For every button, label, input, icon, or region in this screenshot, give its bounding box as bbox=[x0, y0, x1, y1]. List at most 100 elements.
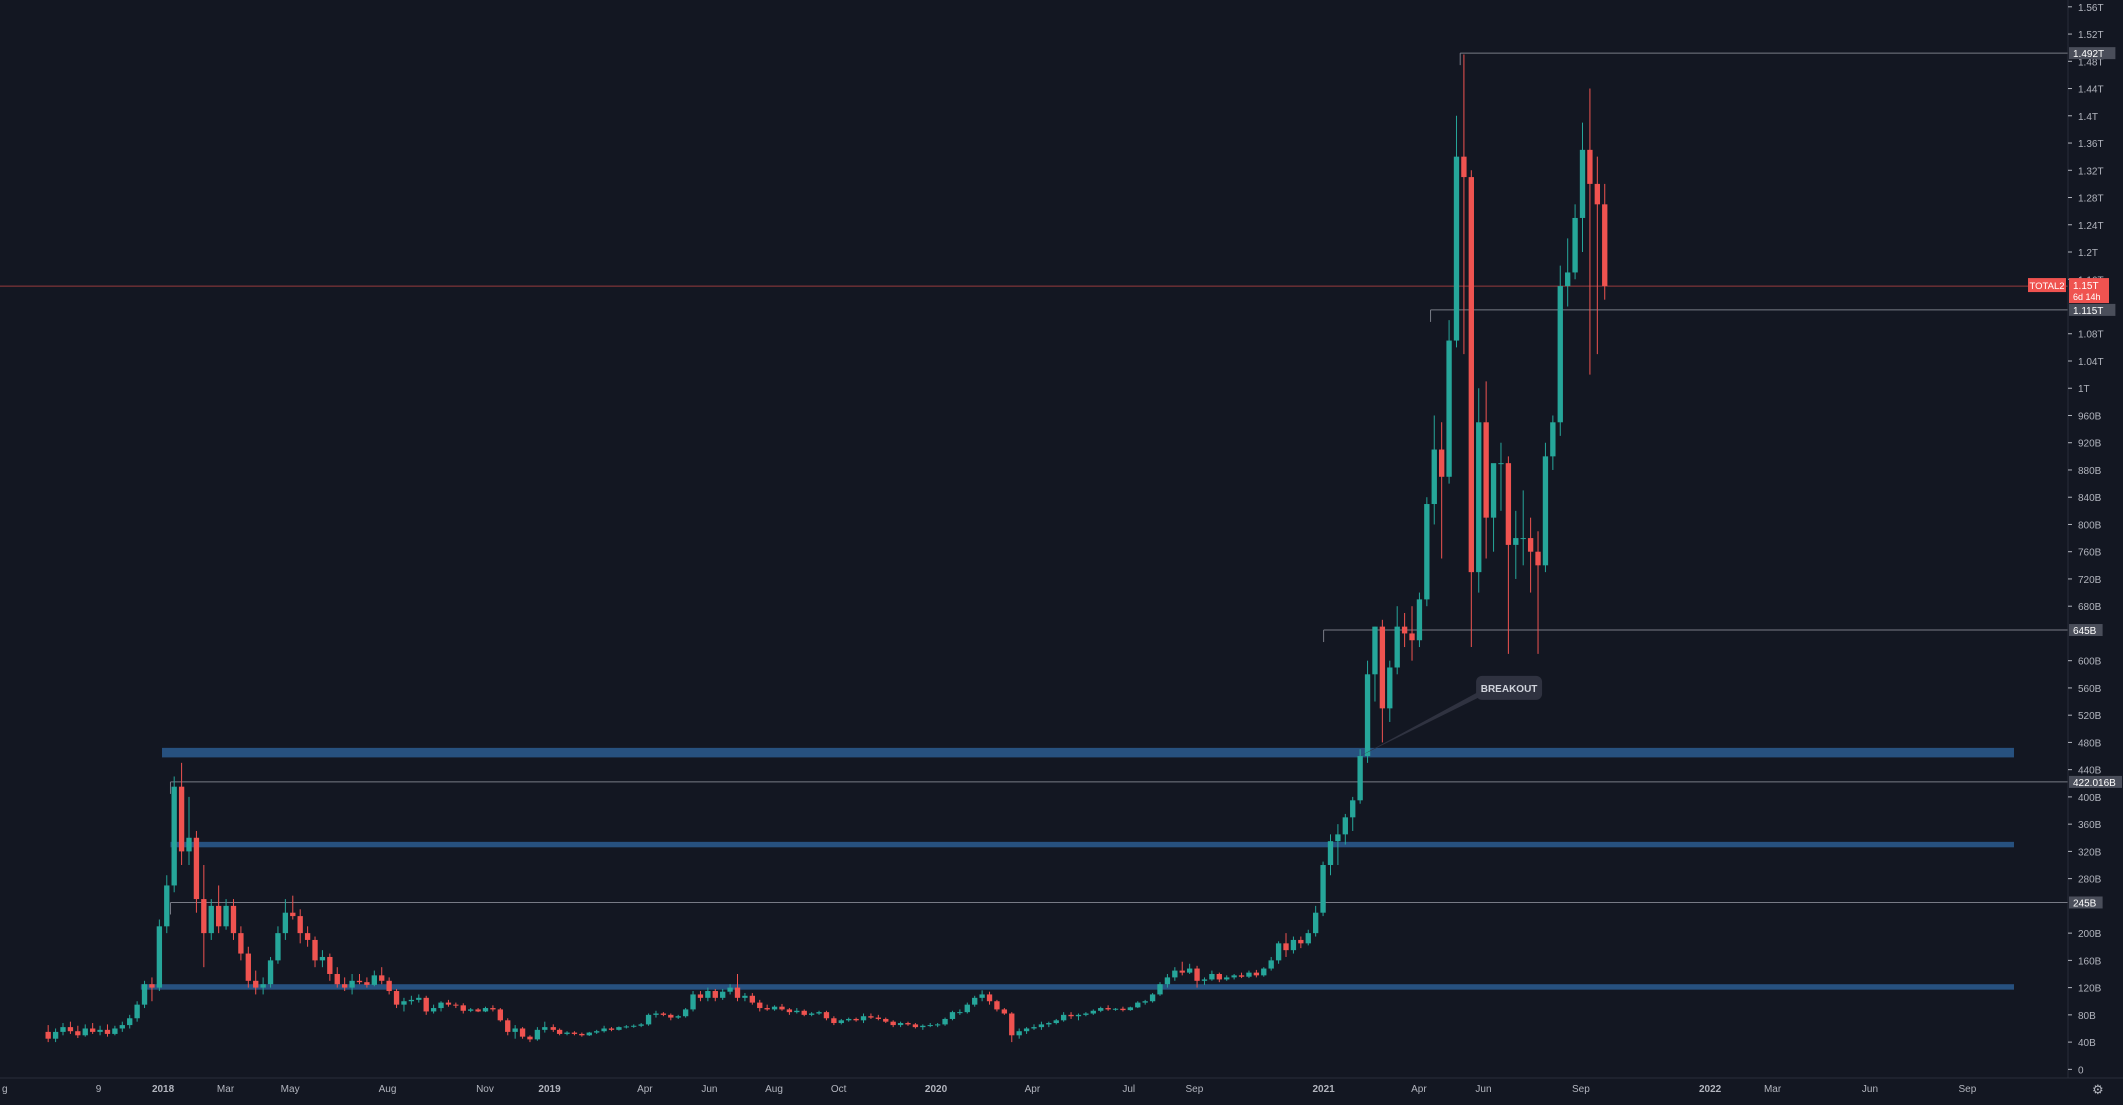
candle[interactable] bbox=[1579, 122, 1586, 253]
candle[interactable] bbox=[201, 865, 207, 968]
candle[interactable] bbox=[1105, 1005, 1111, 1011]
candle[interactable] bbox=[1342, 813, 1348, 845]
candle[interactable] bbox=[720, 988, 726, 1000]
candle[interactable] bbox=[905, 1021, 911, 1026]
candle[interactable] bbox=[1379, 619, 1386, 743]
candle[interactable] bbox=[1224, 975, 1230, 981]
candle[interactable] bbox=[430, 1004, 437, 1014]
candle[interactable] bbox=[186, 796, 192, 866]
candle[interactable] bbox=[1320, 861, 1326, 917]
candle[interactable] bbox=[934, 1023, 941, 1028]
candle[interactable] bbox=[149, 977, 155, 1002]
candle[interactable] bbox=[1446, 320, 1452, 484]
candle[interactable] bbox=[97, 1025, 103, 1036]
candle[interactable] bbox=[408, 995, 415, 1005]
candle[interactable] bbox=[571, 1031, 578, 1036]
candle[interactable] bbox=[1238, 972, 1245, 979]
candle[interactable] bbox=[208, 899, 214, 940]
candle[interactable] bbox=[1357, 749, 1363, 804]
candle[interactable] bbox=[1231, 973, 1237, 980]
candle[interactable] bbox=[1461, 54, 1467, 355]
candle[interactable] bbox=[238, 926, 244, 961]
candle[interactable] bbox=[349, 973, 355, 995]
candle[interactable] bbox=[379, 967, 385, 985]
candle[interactable] bbox=[1476, 388, 1482, 593]
candle[interactable] bbox=[794, 1008, 800, 1014]
candle[interactable] bbox=[497, 1008, 503, 1022]
candle[interactable] bbox=[460, 1003, 466, 1014]
candle[interactable] bbox=[1424, 497, 1430, 607]
candle[interactable] bbox=[608, 1027, 615, 1032]
candle[interactable] bbox=[875, 1014, 882, 1021]
candle[interactable] bbox=[1075, 1013, 1082, 1021]
candle[interactable] bbox=[1194, 965, 1200, 988]
candle[interactable] bbox=[1453, 115, 1460, 348]
candle[interactable] bbox=[1290, 936, 1297, 954]
candle[interactable] bbox=[1209, 970, 1215, 981]
candle[interactable] bbox=[1409, 606, 1415, 661]
candle[interactable] bbox=[1535, 531, 1541, 654]
candle[interactable] bbox=[1550, 415, 1556, 470]
candle[interactable] bbox=[104, 1024, 111, 1037]
candle[interactable] bbox=[1439, 422, 1445, 559]
candle[interactable] bbox=[1142, 999, 1148, 1005]
candle[interactable] bbox=[764, 1004, 770, 1011]
candle[interactable] bbox=[682, 1008, 689, 1018]
candle[interactable] bbox=[1350, 796, 1356, 831]
candle[interactable] bbox=[1120, 1006, 1126, 1012]
candle[interactable] bbox=[519, 1027, 526, 1039]
candle[interactable] bbox=[1520, 490, 1526, 566]
candle[interactable] bbox=[579, 1032, 585, 1037]
candle[interactable] bbox=[1112, 1008, 1119, 1011]
candle[interactable] bbox=[1565, 238, 1571, 307]
candle[interactable] bbox=[1431, 415, 1437, 525]
candle[interactable] bbox=[1394, 606, 1400, 675]
candle[interactable] bbox=[690, 991, 696, 1012]
candle[interactable] bbox=[1416, 592, 1423, 648]
candle[interactable] bbox=[1305, 929, 1311, 946]
candle[interactable] bbox=[52, 1028, 59, 1043]
candle[interactable] bbox=[1060, 1012, 1067, 1022]
candle[interactable] bbox=[1046, 1021, 1052, 1028]
candle[interactable] bbox=[267, 956, 274, 988]
candle[interactable] bbox=[668, 1013, 674, 1021]
candle[interactable] bbox=[712, 988, 718, 1002]
candle[interactable] bbox=[808, 1012, 815, 1017]
time-axis[interactable]: g 9 2018 Mar May Aug Nov 2019 Apr Jun Aug Oct 2020 Ap… bbox=[0, 1077, 2123, 1100]
candle[interactable] bbox=[697, 991, 704, 1002]
candle[interactable] bbox=[823, 1010, 830, 1021]
candle[interactable] bbox=[327, 953, 333, 981]
candle[interactable] bbox=[171, 776, 177, 893]
candle[interactable] bbox=[653, 1010, 659, 1018]
candle[interactable] bbox=[1179, 961, 1185, 976]
candle[interactable] bbox=[319, 950, 326, 968]
candle[interactable] bbox=[230, 899, 237, 940]
candle[interactable] bbox=[705, 987, 711, 1002]
candle[interactable] bbox=[1490, 463, 1497, 552]
candle[interactable] bbox=[564, 1031, 570, 1036]
candle[interactable] bbox=[986, 991, 993, 1005]
candle[interactable] bbox=[371, 970, 377, 987]
candle[interactable] bbox=[1157, 982, 1163, 996]
candle[interactable] bbox=[742, 993, 748, 1002]
candle[interactable] bbox=[423, 995, 429, 1015]
candle[interactable] bbox=[868, 1013, 874, 1019]
candle[interactable] bbox=[727, 984, 733, 995]
breakout-annotation[interactable]: BREAKOUT bbox=[1360, 675, 1543, 757]
candle[interactable] bbox=[1098, 1006, 1104, 1013]
candle[interactable] bbox=[445, 999, 452, 1007]
candle[interactable] bbox=[1387, 660, 1393, 722]
candle[interactable] bbox=[1053, 1018, 1059, 1025]
candle[interactable] bbox=[67, 1021, 74, 1034]
candle[interactable] bbox=[1261, 967, 1267, 977]
settings-gear-icon[interactable]: ⚙ bbox=[2092, 1082, 2104, 1097]
candle[interactable] bbox=[846, 1017, 852, 1022]
candle[interactable] bbox=[1268, 956, 1274, 971]
candle[interactable] bbox=[1594, 156, 1600, 355]
candle[interactable] bbox=[60, 1023, 66, 1036]
candle[interactable] bbox=[1038, 1021, 1045, 1030]
candle[interactable] bbox=[1009, 1012, 1015, 1043]
candle[interactable] bbox=[453, 1002, 459, 1009]
candle[interactable] bbox=[1135, 1001, 1141, 1009]
candle[interactable] bbox=[1364, 660, 1371, 763]
